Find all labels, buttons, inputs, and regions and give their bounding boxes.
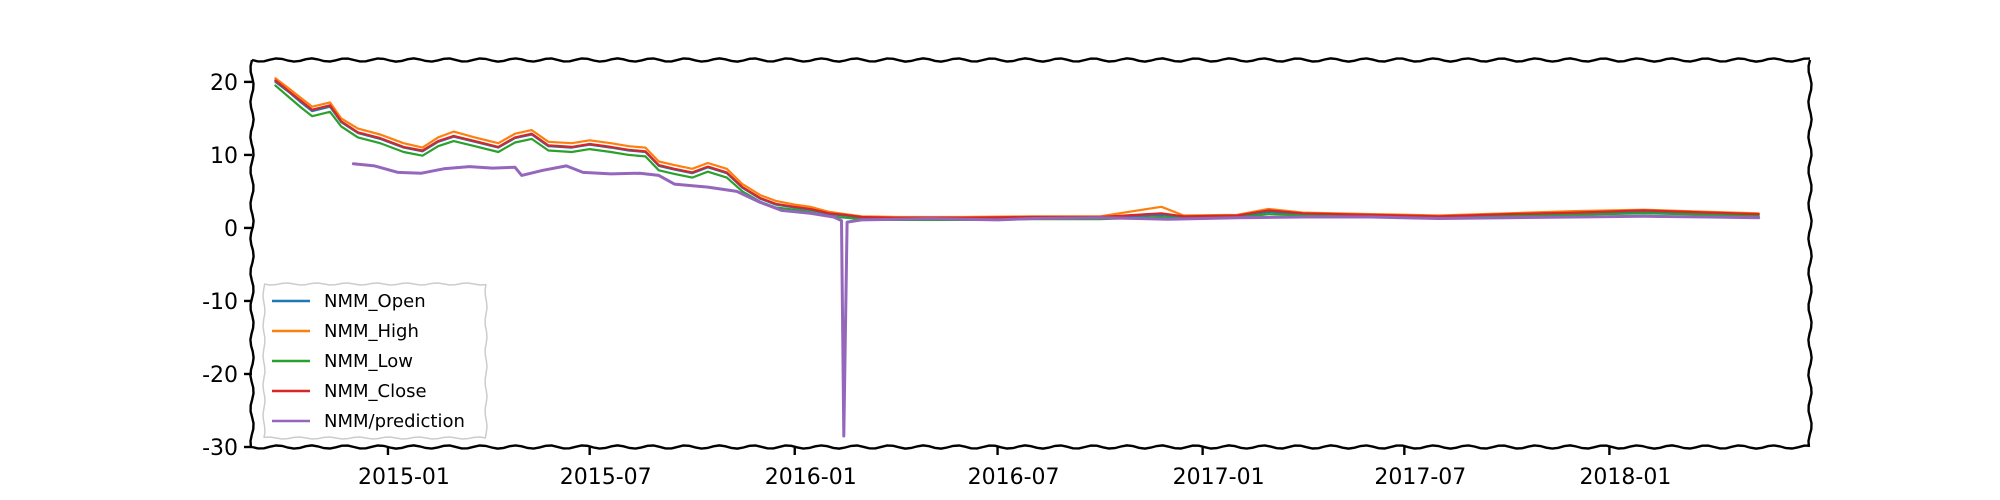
series-line-nmm-low	[274, 84, 1760, 221]
x-tick-label: 2017-01	[1173, 465, 1265, 490]
frame-top	[251, 57, 1811, 63]
y-tick-label: -30	[202, 436, 238, 461]
x-tick-label: 2017-07	[1374, 465, 1466, 490]
x-tick-label: 2016-07	[968, 465, 1060, 490]
legend-label-nmm-prediction: NMM/prediction	[324, 411, 465, 432]
plot-frame	[249, 57, 1813, 450]
y-tick-label: 0	[224, 217, 238, 242]
series-line-nmm-close	[274, 79, 1760, 219]
legend-label-nmm-high: NMM_High	[324, 321, 419, 342]
legend-label-nmm-low: NMM_Low	[324, 351, 413, 372]
legend-label-nmm-close: NMM_Close	[324, 381, 427, 402]
series-layer	[274, 77, 1761, 438]
x-axis: 2015-01 2015-07 2016-01 2016-07 2017-01 2017-…	[358, 447, 1671, 490]
y-tick-label: 20	[210, 71, 238, 96]
y-tick-label: 10	[210, 144, 238, 169]
frame-left	[249, 59, 255, 448]
y-axis: -30 -20 -10 0 10 20	[202, 71, 252, 461]
series-line-nmm-prediction	[351, 162, 1761, 438]
legend-label-nmm-open: NMM_Open	[324, 291, 426, 312]
y-tick-label: -10	[202, 290, 238, 315]
series-line-nmm-high	[274, 77, 1760, 219]
x-tick-label: 2018-01	[1579, 465, 1671, 490]
legend-box	[262, 282, 488, 440]
x-tick-label: 2015-01	[358, 465, 450, 490]
series-line-nmm-open	[274, 80, 1760, 220]
y-tick-label: -20	[202, 363, 238, 388]
frame-right	[1807, 59, 1813, 448]
legend: NMM_Open NMM_High NMM_Low NMM_Close NMM/pred…	[262, 282, 488, 440]
x-tick-label: 2015-07	[560, 465, 652, 490]
x-tick-label: 2016-01	[765, 465, 857, 490]
frame-bottom	[251, 444, 1811, 450]
